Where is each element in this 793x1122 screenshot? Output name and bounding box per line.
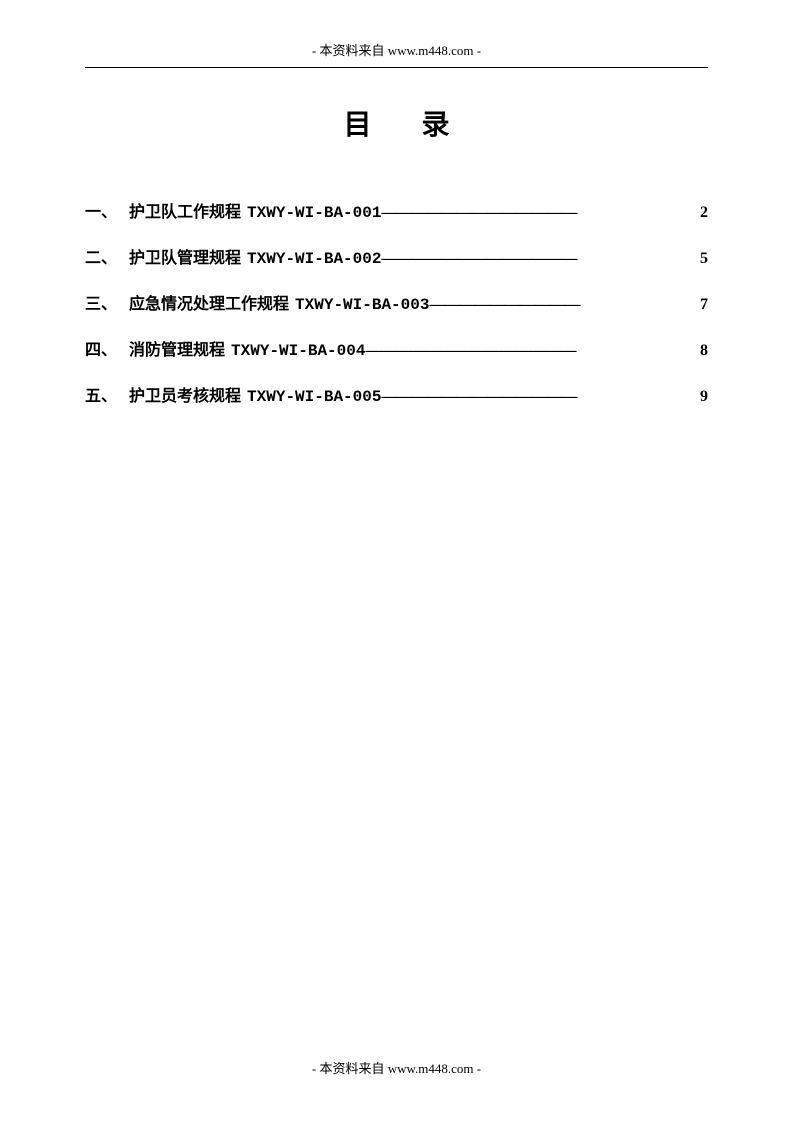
toc-dashes: ————————————— [381, 388, 700, 406]
toc-dashes: —————————— [429, 296, 700, 314]
toc-number: 三、 [85, 290, 117, 314]
toc-page: 7 [700, 296, 708, 314]
toc-item: 五、 护卫员考核规程 TXWY-WI-BA-005 ————————————— … [85, 382, 708, 406]
page-container: - 本资料来自 www.m448.com - 目录 一、 护卫队工作规程 TXW… [0, 0, 793, 1122]
toc-code: TXWY-WI-BA-002 [247, 250, 381, 268]
header-text: - 本资料来自 www.m448.com - [312, 43, 481, 58]
toc-number: 五、 [85, 382, 117, 406]
toc-text: 护卫员考核规程 [129, 382, 241, 406]
page-header: - 本资料来自 www.m448.com - [85, 40, 708, 68]
footer-text: - 本资料来自 www.m448.com - [312, 1061, 481, 1076]
toc-number: 二、 [85, 244, 117, 268]
toc-dashes: —————————————— [365, 342, 700, 360]
toc-item: 三、 应急情况处理工作规程 TXWY-WI-BA-003 —————————— … [85, 290, 708, 314]
toc-text: 消防管理规程 [129, 336, 225, 360]
toc-text: 护卫队工作规程 [129, 198, 241, 222]
toc-text: 应急情况处理工作规程 [129, 290, 289, 314]
toc-item: 四、 消防管理规程 TXWY-WI-BA-004 —————————————— … [85, 336, 708, 360]
toc-item: 二、 护卫队管理规程 TXWY-WI-BA-002 ————————————— … [85, 244, 708, 268]
toc-page: 5 [700, 250, 708, 268]
page-footer: - 本资料来自 www.m448.com - [0, 1058, 793, 1077]
toc-page: 8 [700, 342, 708, 360]
page-title: 目录 [85, 103, 708, 143]
toc-code: TXWY-WI-BA-004 [231, 342, 365, 360]
toc-dashes: ————————————— [381, 250, 700, 268]
toc-list: 一、 护卫队工作规程 TXWY-WI-BA-001 ————————————— … [85, 198, 708, 406]
toc-code: TXWY-WI-BA-003 [295, 296, 429, 314]
toc-code: TXWY-WI-BA-001 [247, 204, 381, 222]
toc-number: 一、 [85, 198, 117, 222]
toc-item: 一、 护卫队工作规程 TXWY-WI-BA-001 ————————————— … [85, 198, 708, 222]
toc-page: 9 [700, 388, 708, 406]
toc-text: 护卫队管理规程 [129, 244, 241, 268]
toc-dashes: ————————————— [381, 204, 700, 222]
toc-code: TXWY-WI-BA-005 [247, 388, 381, 406]
toc-number: 四、 [85, 336, 117, 360]
toc-page: 2 [700, 204, 708, 222]
